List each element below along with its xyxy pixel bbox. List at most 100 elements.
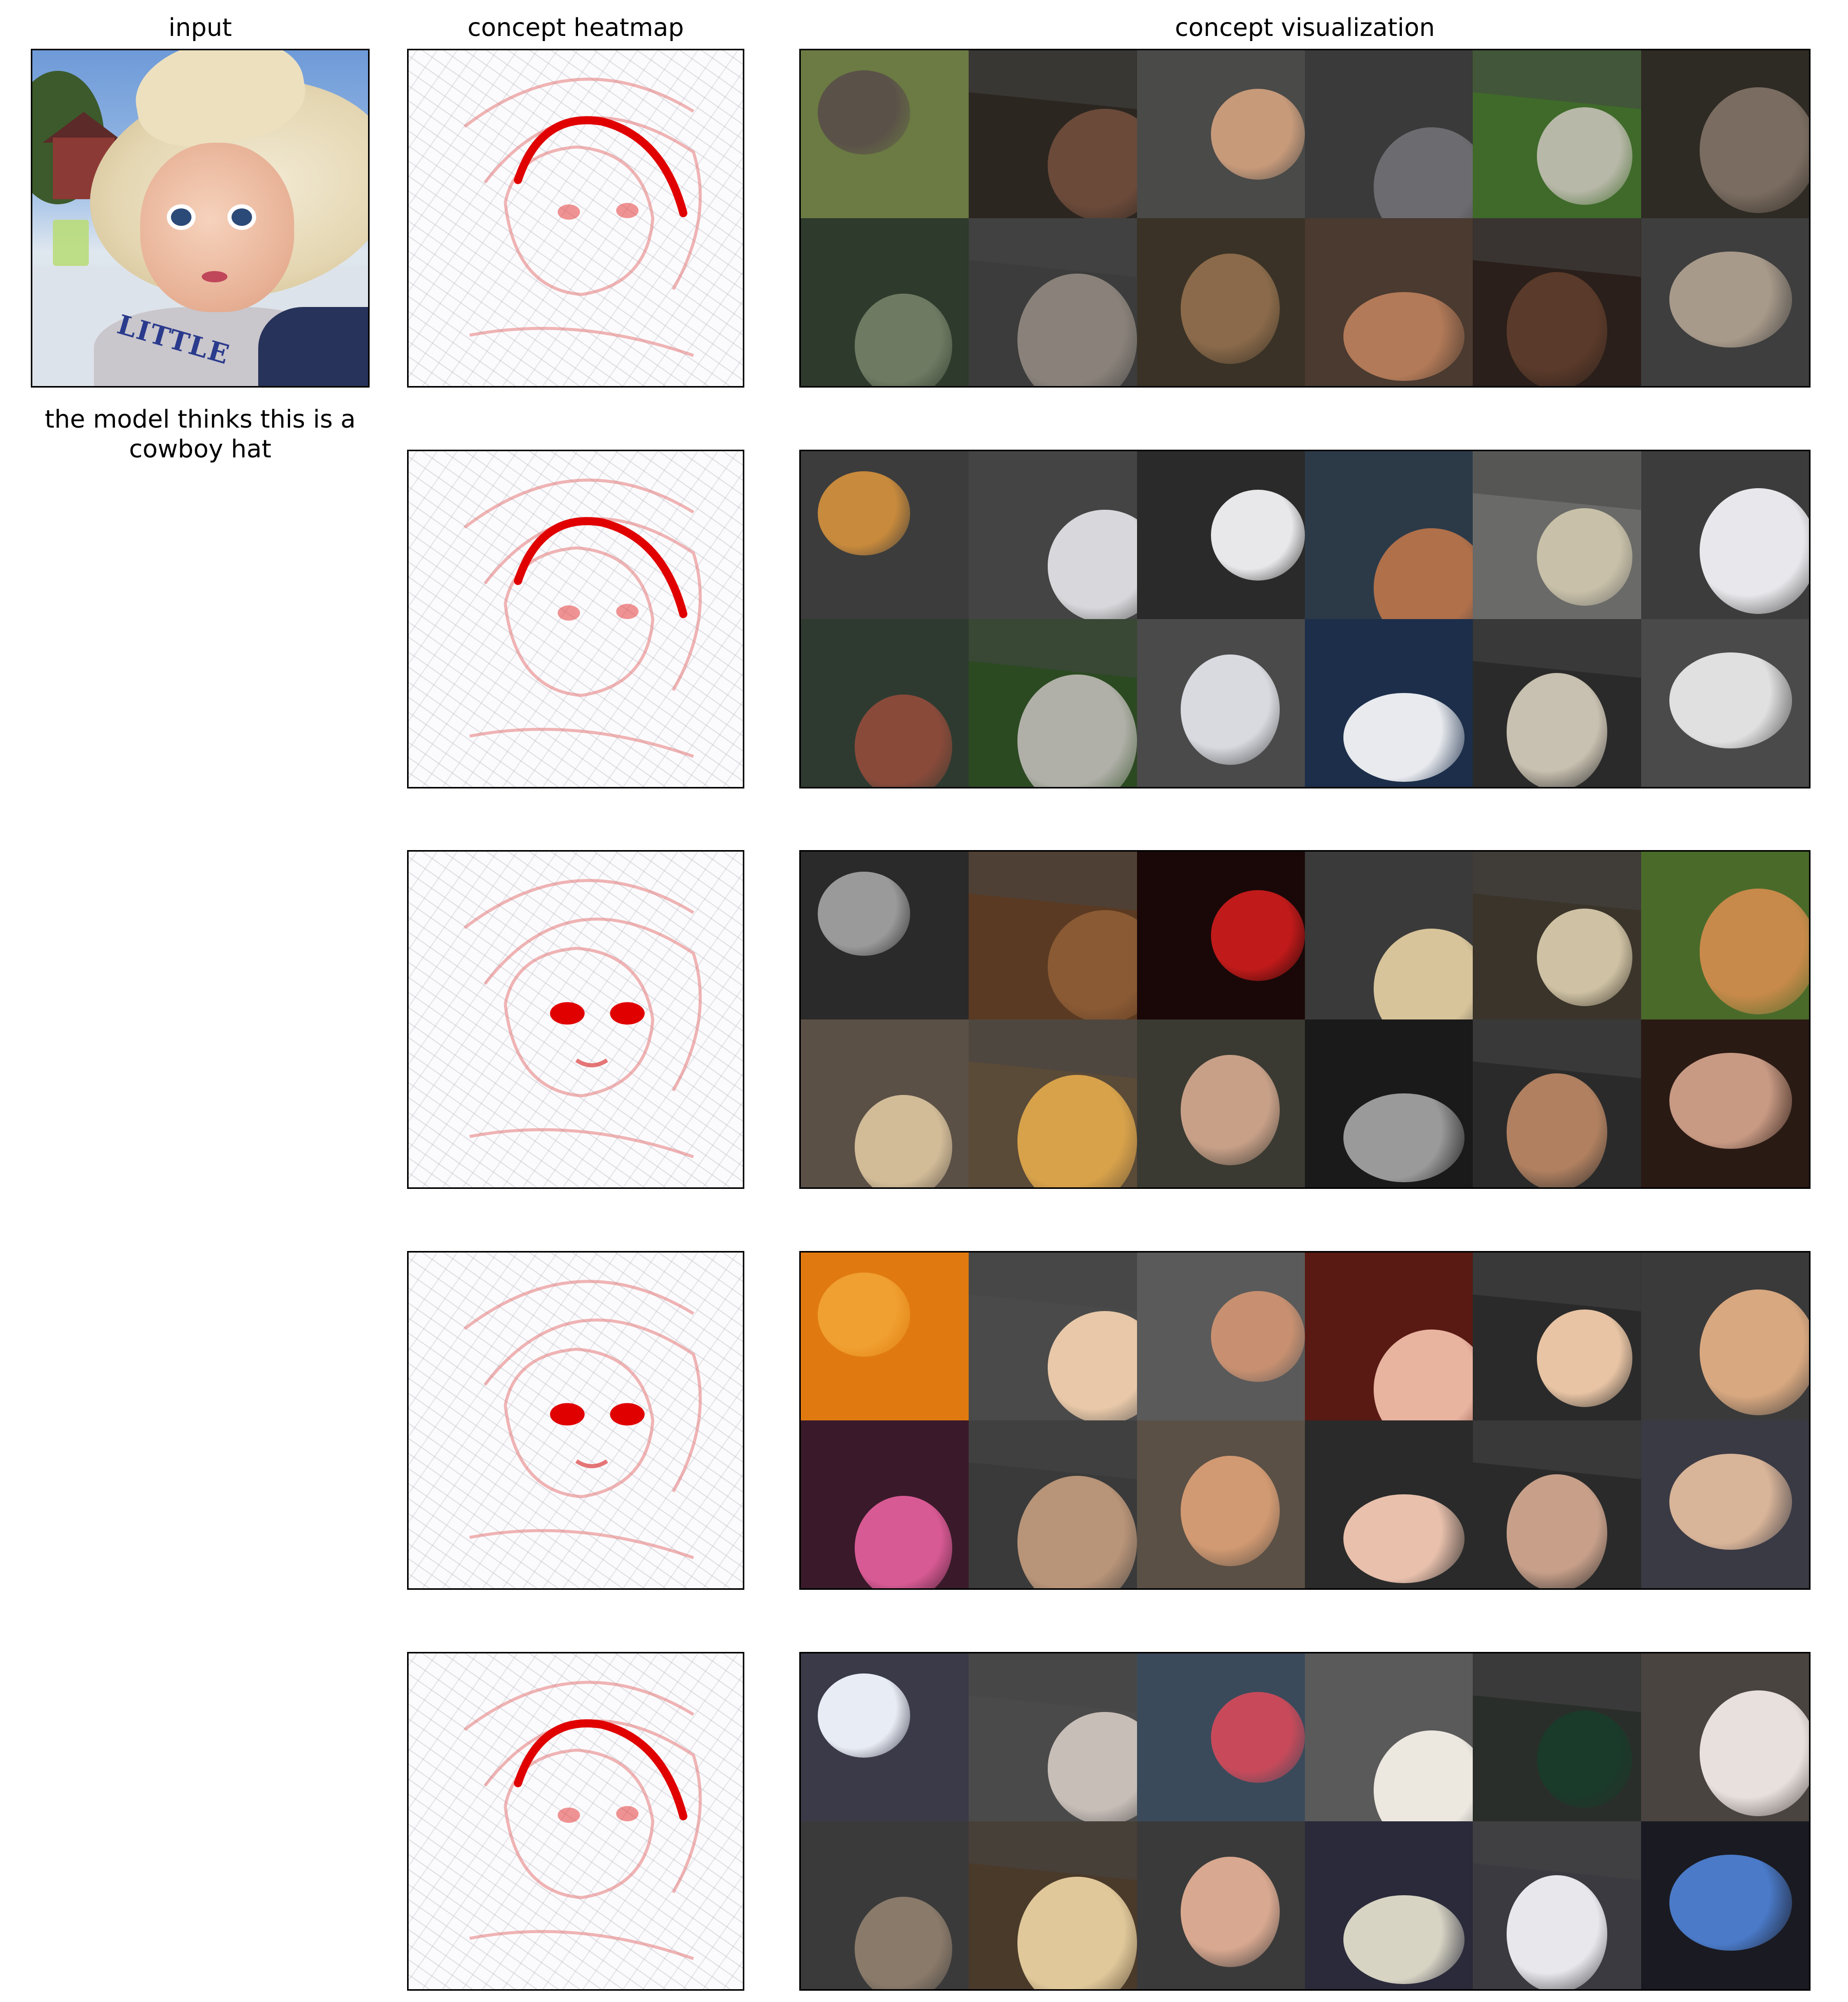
tile-object xyxy=(1700,87,1809,214)
heatmap-outline xyxy=(469,1529,694,1560)
concept-tile-shirtless-men xyxy=(1137,1253,1305,1420)
tile-object xyxy=(1536,107,1633,205)
concept-tile-water-buffalo xyxy=(801,50,969,218)
tile-object xyxy=(1536,1310,1633,1407)
tile-object xyxy=(1669,1053,1793,1149)
heatmap-outline xyxy=(464,879,695,929)
concept-tile-buffalo-head xyxy=(969,50,1137,218)
heatmap-outline xyxy=(484,1318,702,1493)
concept-tile-mother-kids xyxy=(1641,1420,1809,1588)
tile-object xyxy=(1343,692,1465,782)
tile-object xyxy=(1536,1710,1633,1808)
tile-object xyxy=(1536,508,1633,606)
tile-object xyxy=(1506,1875,1608,1989)
tile-object xyxy=(817,70,910,155)
heatmap-title: concept heatmap xyxy=(467,13,684,42)
tile-object xyxy=(1669,652,1793,748)
tile-object xyxy=(1374,528,1473,619)
concept-tile-delft-shoes xyxy=(801,1653,969,1821)
tile-object xyxy=(1180,253,1280,364)
tile-object xyxy=(1017,273,1137,386)
tile-object xyxy=(1343,1494,1465,1584)
concept-tile-pink-bear xyxy=(801,1420,969,1588)
concept-tile-green-hat xyxy=(1473,1653,1641,1821)
concept-tile-vintage-man xyxy=(801,1019,969,1187)
tile-object xyxy=(1048,1712,1137,1821)
tile-object xyxy=(1017,674,1137,787)
mouth xyxy=(202,271,227,282)
eye-highlight xyxy=(550,1403,585,1426)
concept-heatmap-3 xyxy=(407,850,744,1189)
concept-tile-beagle xyxy=(1641,852,1809,1019)
tile-object xyxy=(1700,488,1809,614)
eye-highlight xyxy=(610,1002,645,1025)
visualization-title: concept visualization xyxy=(1175,13,1435,42)
concept-tile-buffalo-statue xyxy=(1473,50,1641,218)
tile-object xyxy=(1374,929,1473,1019)
eye-highlight xyxy=(557,1807,580,1823)
tile-object xyxy=(1506,272,1608,386)
concept-tile-profile-bw xyxy=(801,852,969,1019)
eye-highlight xyxy=(616,604,639,619)
concept-tile-jerseys xyxy=(1137,619,1305,787)
tile-object xyxy=(1506,1073,1608,1187)
heatmap-outline xyxy=(469,326,694,357)
concept-tile-elephants xyxy=(1305,218,1473,386)
tile-object xyxy=(854,294,952,386)
sleeve xyxy=(258,307,368,386)
tile-object xyxy=(1506,672,1608,787)
concept-tile-baby-eyes xyxy=(1305,1420,1473,1588)
tile-object xyxy=(1669,1855,1793,1951)
tile-object xyxy=(817,872,910,956)
concept-tile-bikini-back xyxy=(1473,1420,1641,1588)
tile-object xyxy=(817,471,910,555)
glass xyxy=(53,220,89,266)
concept-tile-curly-hair xyxy=(969,852,1137,1019)
tile-object xyxy=(854,1496,952,1588)
hat-brim-highlight xyxy=(514,1719,687,1821)
tile-object xyxy=(1210,1692,1305,1783)
tile-object xyxy=(1343,1093,1465,1183)
concept-visualization-1 xyxy=(799,49,1811,388)
concept-tile-adidas-shoe xyxy=(1641,451,1809,619)
mouth-highlight xyxy=(575,1459,608,1469)
heatmap-outline xyxy=(464,478,695,529)
concept-tile-woman-sombrero xyxy=(1137,50,1305,218)
tile-object xyxy=(1017,1876,1137,1989)
tile-object xyxy=(1048,109,1137,218)
concept-visualization-4 xyxy=(799,1251,1811,1590)
tile-object xyxy=(1343,292,1465,381)
tile-object xyxy=(854,695,952,787)
right-eye xyxy=(227,204,256,230)
concept-tile-running-shoe xyxy=(1641,619,1809,787)
concept-tile-bison-fur xyxy=(1473,218,1641,386)
heatmap-outline xyxy=(469,727,694,758)
tile-object xyxy=(1669,252,1793,348)
hat-brim-highlight xyxy=(514,517,687,619)
prediction-caption: the model thinks this is a cowboy hat xyxy=(45,405,356,464)
tile-object xyxy=(1374,127,1473,218)
heatmap-outline xyxy=(504,1348,654,1498)
concept-tile-buffalo-horns xyxy=(1305,50,1473,218)
tile-object xyxy=(1374,1730,1473,1821)
heatmap-outline xyxy=(504,145,654,296)
heatmap-outline xyxy=(469,1128,694,1159)
eye-highlight xyxy=(557,605,580,621)
input-title: input xyxy=(168,13,232,42)
concept-tile-man-cowboy-hat xyxy=(1305,1653,1473,1821)
concept-tile-smiling-child xyxy=(1641,1253,1809,1420)
concept-tile-totem-face xyxy=(1473,619,1641,787)
concept-tile-blonde-woman xyxy=(1305,852,1473,1019)
tile-object xyxy=(854,1897,952,1989)
concept-tile-cowboys xyxy=(1137,218,1305,386)
concept-tile-vintage-face xyxy=(1473,852,1641,1019)
concept-tile-asian-boy xyxy=(969,1253,1137,1420)
tile-object xyxy=(1700,1289,1809,1416)
eye-highlight xyxy=(616,203,639,218)
tile-object xyxy=(1048,510,1137,619)
heatmap-outline xyxy=(504,947,654,1098)
input-image: LITTLE xyxy=(31,49,370,388)
tile-object xyxy=(1374,1330,1473,1420)
tile-object xyxy=(1210,490,1305,581)
concept-tile-space-shuttle xyxy=(1305,619,1473,787)
